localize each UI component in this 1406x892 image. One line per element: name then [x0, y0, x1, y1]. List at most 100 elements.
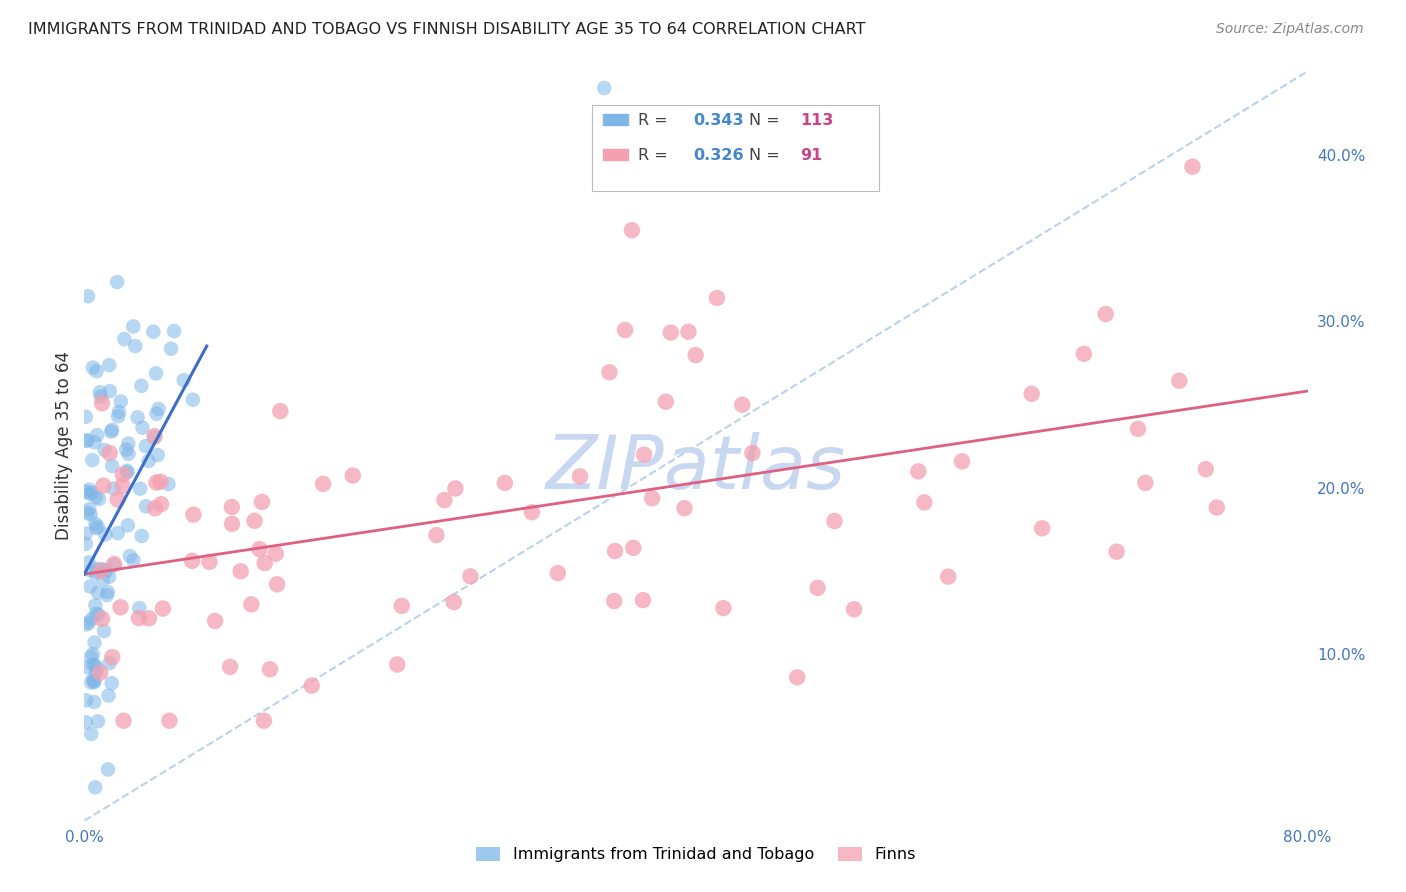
Text: R =: R = [638, 112, 673, 128]
Point [1021, 387, 1043, 401]
Point [80, 612, 103, 626]
Text: R =: R = [638, 148, 673, 162]
Point [807, 581, 830, 595]
Point [131, 421, 153, 435]
FancyBboxPatch shape [592, 105, 880, 191]
Point [240, 598, 263, 612]
Point [76, 660, 98, 674]
Text: ZIPatlas: ZIPatlas [546, 433, 846, 505]
Point [685, 348, 707, 362]
Point [266, 577, 288, 591]
Point [90, 390, 112, 404]
Point [631, 593, 654, 607]
Point [135, 439, 157, 453]
Point [83, 675, 105, 690]
Point [101, 423, 124, 437]
Point [243, 514, 266, 528]
Point [100, 676, 122, 690]
Point [83, 695, 105, 709]
Point [93, 624, 115, 638]
Point [706, 291, 728, 305]
Text: 113: 113 [800, 112, 834, 128]
Point [94, 563, 117, 577]
Point [90, 562, 112, 576]
Point [152, 601, 174, 615]
Point [163, 324, 186, 338]
Point [79, 487, 101, 501]
Point [131, 529, 153, 543]
Point [75, 484, 97, 499]
Point [80, 727, 103, 741]
Point [128, 601, 150, 615]
Point [87, 491, 110, 506]
Point [97, 763, 120, 777]
Point [143, 501, 166, 516]
Point [82, 673, 104, 687]
Point [111, 479, 134, 493]
Point [731, 398, 754, 412]
Point [181, 554, 204, 568]
Point [86, 562, 108, 576]
Point [105, 275, 128, 289]
Point [91, 573, 114, 587]
Point [86, 661, 108, 675]
Point [198, 555, 221, 569]
Point [83, 635, 105, 649]
Point [80, 485, 103, 500]
Point [460, 569, 482, 583]
Point [98, 384, 121, 399]
Point [76, 434, 98, 448]
Point [146, 448, 169, 462]
Point [83, 435, 105, 450]
Point [494, 475, 516, 490]
Legend: Immigrants from Trinidad and Tobago, Finns: Immigrants from Trinidad and Tobago, Fin… [470, 841, 922, 869]
Point [87, 714, 110, 729]
Point [103, 557, 125, 571]
Point [598, 365, 620, 379]
Point [673, 501, 696, 516]
Text: N =: N = [748, 148, 785, 162]
Point [75, 693, 97, 707]
Text: 91: 91 [800, 148, 823, 162]
Point [741, 446, 763, 460]
Point [79, 508, 101, 522]
Point [443, 595, 465, 609]
Point [82, 360, 104, 375]
Point [82, 647, 104, 661]
Point [117, 518, 139, 533]
Point [253, 714, 276, 728]
Point [93, 442, 115, 457]
Point [547, 566, 569, 580]
Point [75, 409, 97, 424]
Point [89, 665, 111, 680]
Point [135, 499, 157, 513]
Point [101, 458, 124, 473]
Point [84, 607, 107, 621]
Point [75, 617, 97, 632]
Point [91, 396, 114, 410]
Point [842, 602, 865, 616]
Point [84, 665, 107, 680]
Point [97, 585, 120, 599]
Point [110, 394, 132, 409]
Point [148, 401, 170, 416]
Point [145, 475, 167, 490]
Point [111, 467, 134, 482]
Point [117, 447, 139, 461]
Point [90, 564, 112, 578]
Point [659, 326, 682, 340]
Point [77, 289, 100, 303]
Text: Source: ZipAtlas.com: Source: ZipAtlas.com [1216, 22, 1364, 37]
Point [124, 339, 146, 353]
Point [142, 325, 165, 339]
Bar [602, 148, 628, 161]
Point [444, 482, 467, 496]
Point [143, 430, 166, 444]
Point [80, 675, 103, 690]
Point [936, 569, 959, 583]
Point [1135, 475, 1157, 490]
Point [75, 526, 97, 541]
Point [620, 223, 643, 237]
Point [259, 662, 281, 676]
Point [98, 570, 121, 584]
